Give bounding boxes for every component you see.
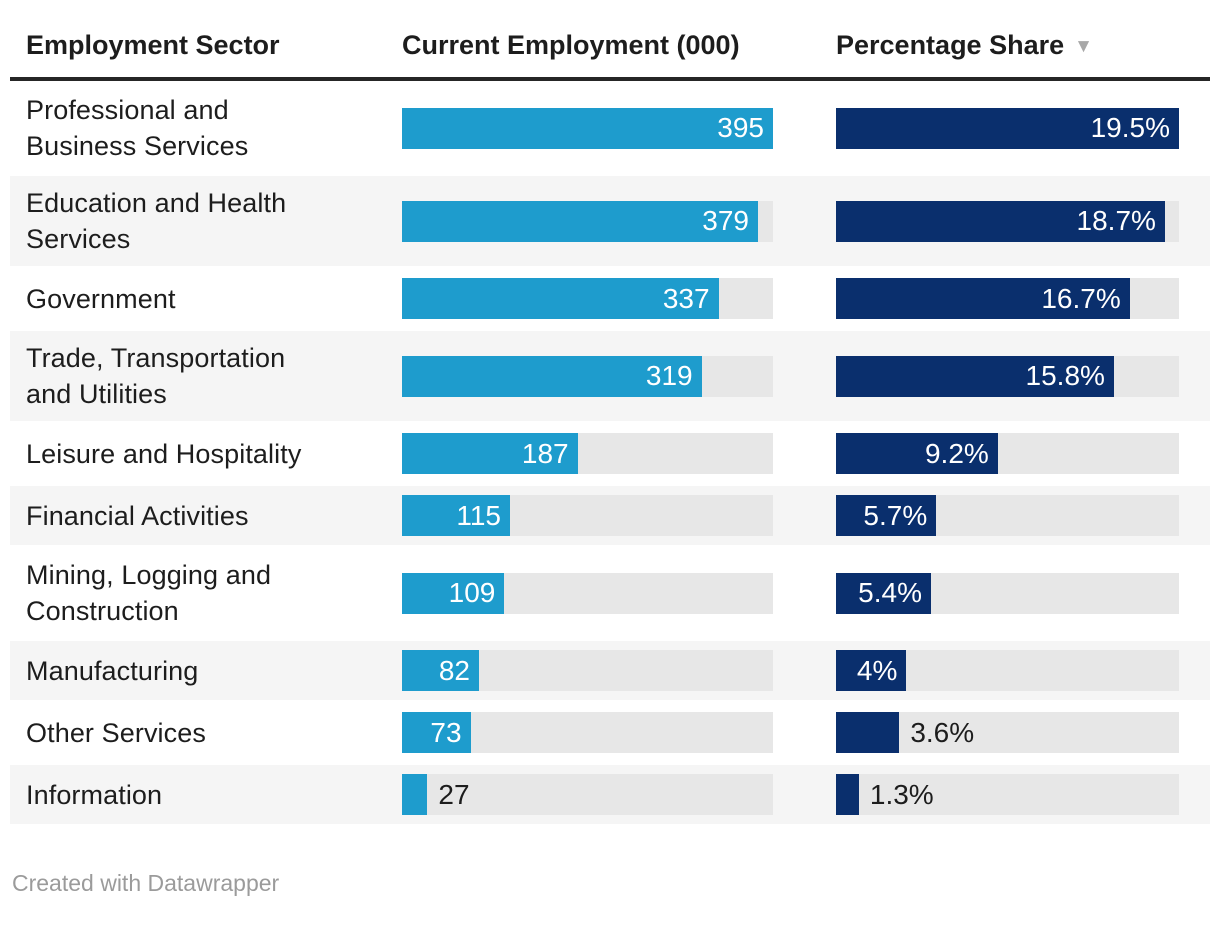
employment-bar-track: 27 xyxy=(402,774,773,815)
sector-label: Information xyxy=(26,779,163,810)
table-row: Trade, Transportation and Utilities 319 … xyxy=(10,331,1210,421)
sector-label: Trade, Transportation and Utilities xyxy=(26,343,286,409)
table-row: Government 337 16.7% xyxy=(10,269,1210,328)
share-bar-track: 16.7% xyxy=(836,278,1179,319)
share-bar-track: 3.6% xyxy=(836,712,1179,753)
share-bar: 15.8% xyxy=(836,355,1114,397)
employment-bar-track: 115 xyxy=(402,495,773,536)
sector-label: Financial Activities xyxy=(26,500,249,531)
share-bar: 3.6% xyxy=(836,712,974,753)
share-bar: 9.2% xyxy=(836,433,998,474)
employment-bar-track: 319 xyxy=(402,355,773,397)
sector-label: Mining, Logging and Construction xyxy=(26,560,272,626)
employment-value: 73 xyxy=(430,716,462,748)
share-bar-track: 5.7% xyxy=(836,495,1179,536)
table-row: Financial Activities 115 5.7% xyxy=(10,486,1210,545)
share-bar: 5.4% xyxy=(836,572,931,614)
sector-label: Government xyxy=(26,283,176,314)
header-divider xyxy=(10,77,1210,81)
table-body: Professional and Business Services 395 1… xyxy=(0,83,1220,824)
employment-bar: 73 xyxy=(402,712,471,753)
employment-bar: 82 xyxy=(402,650,480,691)
table-row: Professional and Business Services 395 1… xyxy=(10,83,1210,173)
table-row: Mining, Logging and Construction 109 5.4… xyxy=(10,548,1210,638)
table-header-row: Employment Sector Current Employment (00… xyxy=(10,30,1210,77)
sector-label: Education and Health Services xyxy=(26,188,287,254)
share-bar: 16.7% xyxy=(836,278,1130,319)
employment-bar-track: 379 xyxy=(402,200,773,242)
employment-bar: 379 xyxy=(402,200,758,242)
share-value: 19.5% xyxy=(1090,112,1170,143)
employment-bar-track: 337 xyxy=(402,278,773,319)
share-bar: 5.7% xyxy=(836,495,937,536)
employment-value: 82 xyxy=(438,654,471,686)
table-row: Education and Health Services 379 18.7% xyxy=(10,176,1210,266)
share-bar: 19.5% xyxy=(836,107,1179,149)
share-bar-track: 5.4% xyxy=(836,572,1179,614)
employment-bar: 115 xyxy=(402,495,510,536)
share-value: 18.7% xyxy=(1076,205,1156,236)
share-value: 9.2% xyxy=(924,437,989,469)
employment-value: 115 xyxy=(456,499,501,531)
employment-bar: 27 xyxy=(402,774,470,815)
employment-value: 395 xyxy=(717,112,764,143)
datawrapper-credit[interactable]: Created with Datawrapper xyxy=(12,870,280,896)
table-row: Other Services 73 3.6% xyxy=(10,703,1210,762)
share-bar-track: 18.7% xyxy=(836,200,1179,242)
table-row: Leisure and Hospitality 187 9.2% xyxy=(10,424,1210,483)
column-header-sector[interactable]: Employment Sector xyxy=(26,30,280,60)
share-value: 1.3% xyxy=(869,778,934,810)
share-value: 5.4% xyxy=(858,577,922,608)
table-row: Information 27 1.3% xyxy=(10,765,1210,824)
employment-value: 27 xyxy=(438,778,470,810)
column-header-share[interactable]: Percentage Share ▼ xyxy=(836,30,1179,61)
share-value: 16.7% xyxy=(1041,282,1121,314)
sector-label: Manufacturing xyxy=(26,655,199,686)
employment-value: 319 xyxy=(645,360,693,391)
employment-bar-track: 109 xyxy=(402,572,773,614)
column-header-employment[interactable]: Current Employment (000) xyxy=(402,30,740,60)
employment-bar: 337 xyxy=(402,278,719,319)
share-value: 5.7% xyxy=(863,499,928,531)
share-bar-track: 1.3% xyxy=(836,774,1179,815)
sector-label: Other Services xyxy=(26,717,206,748)
employment-bar: 395 xyxy=(402,107,773,149)
share-bar: 18.7% xyxy=(836,200,1165,242)
table-chart: Employment Sector Current Employment (00… xyxy=(0,30,1220,896)
sector-label: Leisure and Hospitality xyxy=(26,438,302,469)
share-value: 15.8% xyxy=(1025,360,1105,391)
employment-bar-track: 187 xyxy=(402,433,773,474)
employment-bar: 109 xyxy=(402,572,505,614)
sort-descending-icon[interactable]: ▼ xyxy=(1074,36,1093,57)
share-bar-track: 9.2% xyxy=(836,433,1179,474)
employment-bar: 187 xyxy=(402,433,578,474)
employment-value: 379 xyxy=(702,205,749,236)
employment-bar-track: 73 xyxy=(402,712,773,753)
share-bar-track: 4% xyxy=(836,650,1179,691)
share-bar: 1.3% xyxy=(836,774,934,815)
share-value: 3.6% xyxy=(910,716,975,748)
column-header-share-label: Percentage Share xyxy=(836,30,1065,60)
employment-bar: 319 xyxy=(402,355,702,397)
table-row: Manufacturing 82 4% xyxy=(10,641,1210,700)
share-bar-track: 19.5% xyxy=(836,107,1179,149)
employment-value: 109 xyxy=(448,577,496,608)
employment-bar-track: 82 xyxy=(402,650,773,691)
share-bar-track: 15.8% xyxy=(836,355,1179,397)
share-value: 4% xyxy=(856,654,898,686)
employment-bar-track: 395 xyxy=(402,107,773,149)
employment-value: 337 xyxy=(662,282,710,314)
sector-label: Professional and Business Services xyxy=(26,95,249,161)
share-bar: 4% xyxy=(836,650,907,691)
employment-value: 187 xyxy=(521,437,569,469)
